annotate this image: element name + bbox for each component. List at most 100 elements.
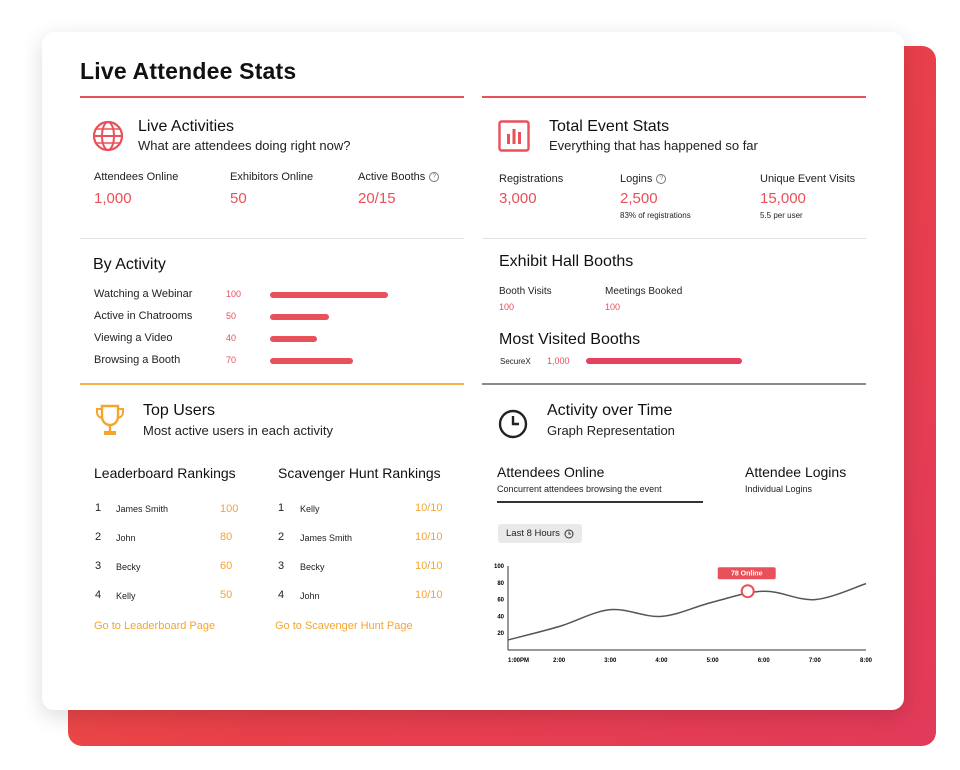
scavenger-name: Becky [300, 562, 325, 572]
x-tick-label: 1:00PM [508, 658, 529, 664]
activity-value: 100 [226, 289, 242, 299]
stat-value: 1,000 [94, 190, 132, 207]
scavenger-rank: 3 [278, 560, 285, 572]
tab-subtitle: Individual Logins [745, 484, 813, 494]
activity-bar [270, 292, 388, 298]
stat-label: Meetings Booked [605, 286, 683, 297]
activity-line-chart: 20 40 60 80 100 1:00PM 2:00 3:00 4:00 5:00 6:00 7:… [494, 564, 873, 664]
stat-label: Logins? [620, 173, 667, 185]
most-visited-title: Most Visited Booths [499, 331, 641, 348]
stat-value: 3,000 [499, 190, 537, 207]
live-activities-title: Live Activities [138, 118, 235, 135]
globe-icon [92, 120, 124, 157]
tab-title: Attendee Logins [745, 464, 847, 480]
leaderboard-link[interactable]: Go to Leaderboard Page [94, 620, 216, 632]
activity-bar [270, 336, 317, 342]
stat-value: 100 [605, 302, 621, 312]
total-event-stats-subtitle: Everything that has happened so far [549, 138, 758, 153]
x-tick-label: 7:00 [809, 658, 822, 664]
section-divider [482, 383, 866, 385]
y-tick-label: 60 [497, 598, 504, 604]
scavenger-rank: 1 [278, 502, 285, 514]
activity-value: 40 [226, 333, 237, 343]
total-event-stats-title: Total Event Stats [549, 118, 670, 135]
x-tick-label: 2:00 [553, 658, 566, 664]
activity-bar [270, 358, 353, 364]
x-tick-label: 8:00 [860, 658, 873, 664]
scavenger-link[interactable]: Go to Scavenger Hunt Page [275, 620, 413, 632]
y-tick-label: 20 [497, 631, 504, 637]
stat-value: 100 [499, 302, 515, 312]
section-divider [80, 96, 464, 98]
leaderboard-name: John [116, 533, 136, 543]
exhibit-hall-title: Exhibit Hall Booths [499, 253, 634, 270]
leaderboard-rank: 4 [95, 589, 102, 601]
activity-over-time-title: Activity over Time [547, 402, 673, 419]
scavenger-score: 10/10 [415, 589, 443, 601]
help-icon[interactable]: ? [429, 172, 440, 183]
activity-label: Active in Chatrooms [94, 310, 193, 322]
stat-label: Registrations [499, 173, 564, 185]
leaderboard-score: 50 [220, 589, 233, 601]
leaderboard-title: Leaderboard Rankings [94, 465, 236, 481]
clock-icon [498, 409, 528, 444]
stat-label: Attendees Online [94, 171, 179, 183]
booth-value: 1,000 [547, 356, 570, 366]
stat-note: 5.5 per user [760, 211, 803, 220]
scavenger-rank: 2 [278, 531, 285, 543]
leaderboard-name: James Smith [116, 504, 169, 514]
series-line [507, 582, 867, 641]
trophy-icon [94, 404, 126, 443]
help-icon[interactable]: ? [656, 174, 667, 185]
tab-active-underline [497, 501, 703, 503]
x-tick-label: 5:00 [707, 658, 720, 664]
tab-subtitle: Concurrent attendees browsing the event [497, 484, 662, 494]
leaderboard-name: Becky [116, 562, 141, 572]
activity-label: Viewing a Video [94, 332, 173, 344]
time-range-select[interactable]: Last 8 Hours [498, 524, 582, 543]
live-activities-subtitle: What are attendees doing right now? [138, 138, 351, 153]
dashboard-card: Live Attendee Stats Live Activities What… [42, 32, 904, 710]
tooltip-label: 78 Online [731, 571, 763, 578]
scavenger-name: John [300, 591, 320, 601]
highlight-point [740, 584, 755, 599]
stat-label: Unique Event Visits [760, 173, 856, 185]
scavenger-name: James Smith [300, 533, 353, 543]
scavenger-score: 10/10 [415, 531, 443, 543]
tooltip-box [717, 567, 776, 580]
tab-attendees-online[interactable]: Attendees Online Concurrent attendees br… [497, 464, 703, 503]
stat-label: Booth Visits [499, 286, 552, 297]
x-tick-label: 4:00 [655, 658, 668, 664]
scavenger-name: Kelly [300, 504, 320, 514]
scavenger-title: Scavenger Hunt Rankings [278, 465, 441, 481]
stat-value: 15,000 [760, 190, 806, 207]
scavenger-rank: 4 [278, 589, 285, 601]
stat-note: 83% of registrations [620, 211, 691, 220]
booth-bar [586, 358, 742, 364]
activity-label: Watching a Webinar [94, 288, 193, 300]
activity-over-time-subtitle: Graph Representation [547, 423, 675, 438]
divider [482, 238, 866, 239]
booth-name: SecureX [500, 357, 531, 366]
divider [80, 238, 464, 239]
leaderboard-score: 80 [220, 531, 233, 543]
activity-label: Browsing a Booth [94, 354, 181, 366]
tab-attendee-logins[interactable]: Attendee Logins Individual Logins [745, 464, 846, 494]
stat-value: 2,500 [620, 190, 658, 207]
bar-chart-icon [498, 120, 530, 157]
top-users-subtitle: Most active users in each activity [143, 423, 334, 438]
stat-label: Active Booths? [358, 171, 440, 183]
activity-bar [270, 314, 329, 320]
stat-value: 50 [230, 190, 247, 207]
activity-value: 70 [226, 355, 237, 365]
leaderboard-score: 60 [220, 560, 233, 572]
top-users-title: Top Users [143, 402, 216, 419]
x-tick-label: 6:00 [758, 658, 771, 664]
leaderboard-name: Kelly [116, 591, 136, 601]
leaderboard-rank: 3 [95, 560, 102, 572]
leaderboard-score: 100 [220, 503, 239, 515]
section-divider [80, 383, 464, 385]
clock-icon [564, 529, 574, 538]
page-title: Live Attendee Stats [80, 58, 297, 84]
scavenger-score: 10/10 [415, 502, 443, 514]
